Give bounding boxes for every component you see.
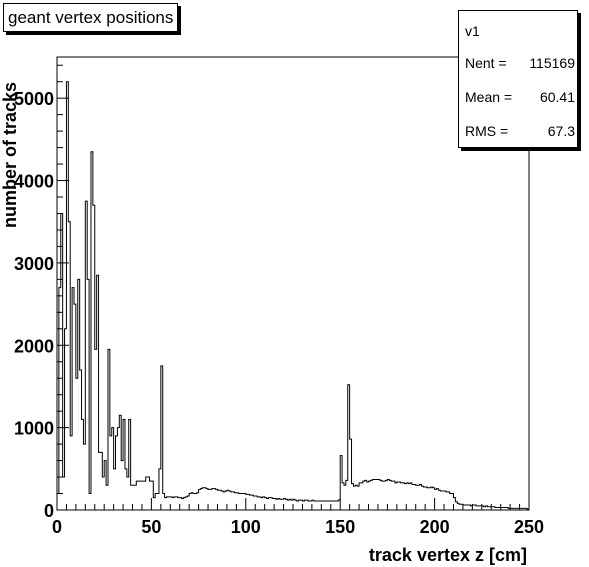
y-tick-label: 1000 (14, 419, 54, 439)
stats-value: 67.3 (547, 123, 575, 139)
x-tick-label: 50 (141, 517, 161, 537)
stats-row-entries: Nent = 115169 (465, 55, 575, 71)
y-tick-label: 4000 (14, 172, 54, 192)
stats-label: Mean = (465, 89, 513, 105)
stats-histogram-name: v1 (465, 23, 480, 39)
chart-title: geant vertex positions (3, 3, 179, 32)
y-tick-label: 5000 (14, 89, 54, 109)
x-tick-label: 250 (514, 517, 544, 537)
stats-label: RMS = (465, 123, 509, 139)
x-axis: 0 50 100 150 200 250 (52, 498, 544, 537)
stats-row-rms: RMS = 67.3 (465, 123, 575, 139)
y-tick-label: 2000 (14, 336, 54, 356)
stats-label: Nent = (465, 55, 507, 71)
stats-box: v1 Nent = 115169 Mean = 60.41 RMS = 67.3 (458, 10, 578, 148)
y-tick-label: 3000 (14, 254, 54, 274)
y-axis: 0 1000 2000 3000 4000 5000 (14, 64, 69, 521)
stats-value: 60.41 (539, 89, 575, 105)
x-tick-label: 100 (231, 517, 261, 537)
y-axis-label: number of tracks (0, 82, 20, 228)
stats-row-mean: Mean = 60.41 (465, 89, 575, 105)
y-tick-label: 0 (44, 501, 54, 521)
x-tick-label: 0 (52, 517, 62, 537)
x-axis-label: track vertex z [cm] (369, 545, 527, 565)
stats-value: 115169 (529, 55, 575, 71)
histogram-series-line (56, 81, 530, 510)
x-tick-label: 200 (420, 517, 450, 537)
x-tick-label: 150 (325, 517, 355, 537)
